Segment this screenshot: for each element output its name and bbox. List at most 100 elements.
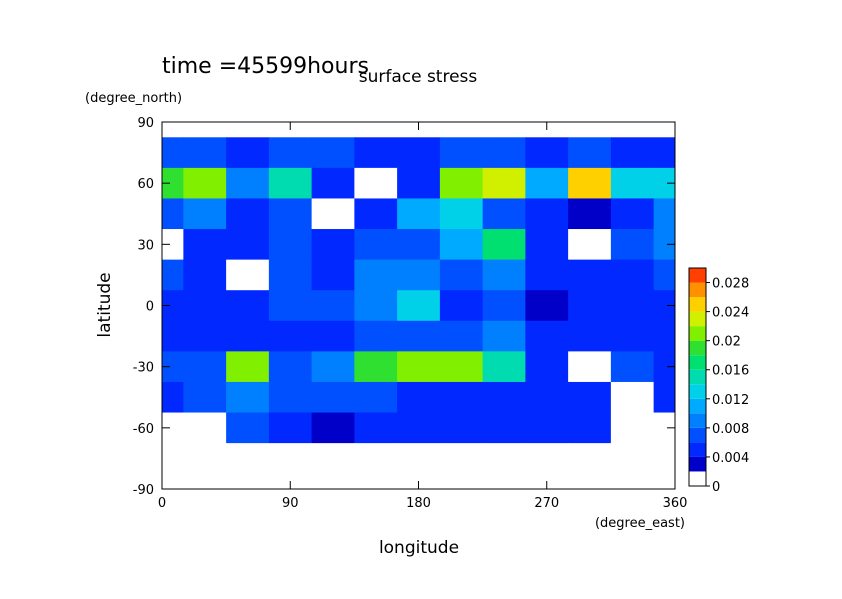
colorbar-swatch [689, 369, 706, 385]
field [162, 122, 675, 489]
colorbar-swatch [689, 282, 706, 298]
chart-title: surface stress [359, 67, 478, 87]
field-cell [610, 320, 655, 352]
field-cell [183, 229, 227, 261]
field-cell [482, 229, 526, 261]
y-tick-label: 90 [137, 116, 154, 131]
colorbar-swatch [689, 442, 706, 457]
field-cell [311, 167, 355, 199]
field-cell [226, 167, 270, 199]
field-cell [568, 473, 612, 489]
field-cell [162, 198, 184, 230]
field-cell [397, 137, 441, 169]
colorbar-tick-label: 0.016 [712, 364, 749, 379]
field-cell [397, 229, 441, 261]
field-cell [183, 167, 227, 199]
field-cell [183, 122, 227, 138]
x-tick-label: 0 [158, 496, 166, 511]
field-cell [397, 351, 441, 383]
field-cell [268, 351, 313, 383]
field-cell [162, 229, 184, 261]
colorbar-swatch [689, 471, 706, 486]
field-cell [162, 259, 184, 291]
field-cell [268, 412, 313, 444]
colorbar-tick-label: 0.02 [712, 335, 741, 350]
x-tick-label: 90 [282, 496, 299, 511]
field-cell [653, 381, 675, 414]
field-cell [653, 290, 675, 322]
field-cell [610, 259, 655, 291]
field-cell [183, 412, 227, 444]
field-cell [226, 443, 270, 475]
field-cell [525, 320, 569, 352]
field-cell [397, 412, 441, 444]
field-cell [568, 412, 612, 444]
field-cell [226, 137, 270, 169]
field-cell [568, 259, 612, 291]
field-cell [397, 320, 441, 352]
field-cell [183, 259, 227, 291]
colorbar-swatch [689, 413, 706, 428]
field-cell [653, 473, 675, 489]
field-cell [226, 198, 270, 230]
field-cell [226, 229, 270, 261]
field-cell [183, 198, 227, 230]
y-tick-label: 60 [137, 177, 154, 192]
field-cell [226, 320, 270, 352]
field-cell [354, 290, 398, 322]
field-cell [311, 351, 355, 383]
field-cell [183, 443, 227, 475]
field-cell [268, 443, 313, 475]
field-cell [268, 167, 313, 199]
field-cell [653, 137, 675, 169]
field-cell [226, 473, 270, 489]
field-cell [610, 290, 655, 322]
field-cell [311, 443, 355, 475]
colorbar-swatch [689, 398, 706, 414]
field-cell [653, 351, 675, 383]
field-cell [183, 320, 227, 352]
field-cell [439, 443, 484, 475]
field-cell [354, 320, 398, 352]
field-cell [653, 320, 675, 352]
field-cell [482, 351, 526, 383]
field-cell [311, 259, 355, 291]
field-cell [439, 320, 484, 352]
field-cell [610, 229, 655, 261]
field-cell [162, 290, 184, 322]
field-cell [610, 473, 655, 489]
field-cell [525, 259, 569, 291]
field-cell [653, 198, 675, 230]
field-cell [268, 137, 313, 169]
field-cell [354, 351, 398, 383]
field-cell [439, 137, 484, 169]
field-cell [568, 122, 612, 138]
colorbar-swatch [689, 427, 706, 443]
field-cell [226, 290, 270, 322]
field-cell [610, 381, 655, 414]
colorbar-swatch [689, 311, 706, 327]
field-cell [610, 137, 655, 169]
y-units: (degree_north) [85, 91, 182, 106]
colorbar-swatch [689, 297, 706, 312]
field-cell [268, 320, 313, 352]
colorbar-swatch [689, 456, 706, 472]
y-tick-label: -60 [133, 422, 154, 437]
colorbar-swatch [689, 268, 706, 283]
field-cell [482, 381, 526, 414]
field-cell [610, 122, 655, 138]
field-cell [610, 443, 655, 475]
field-cell [568, 167, 612, 199]
colorbar-tick-label: 0.004 [712, 451, 749, 466]
colorbar-tick-label: 0.024 [712, 306, 749, 321]
field-cell [568, 290, 612, 322]
field-cell [226, 122, 270, 138]
field-cell [439, 122, 484, 138]
field-cell [439, 290, 484, 322]
field-cell [610, 351, 655, 383]
field-cell [226, 351, 270, 383]
field-cell [162, 122, 184, 138]
field-cell [568, 229, 612, 261]
y-axis-label: latitude [95, 272, 115, 337]
field-cell [439, 198, 484, 230]
